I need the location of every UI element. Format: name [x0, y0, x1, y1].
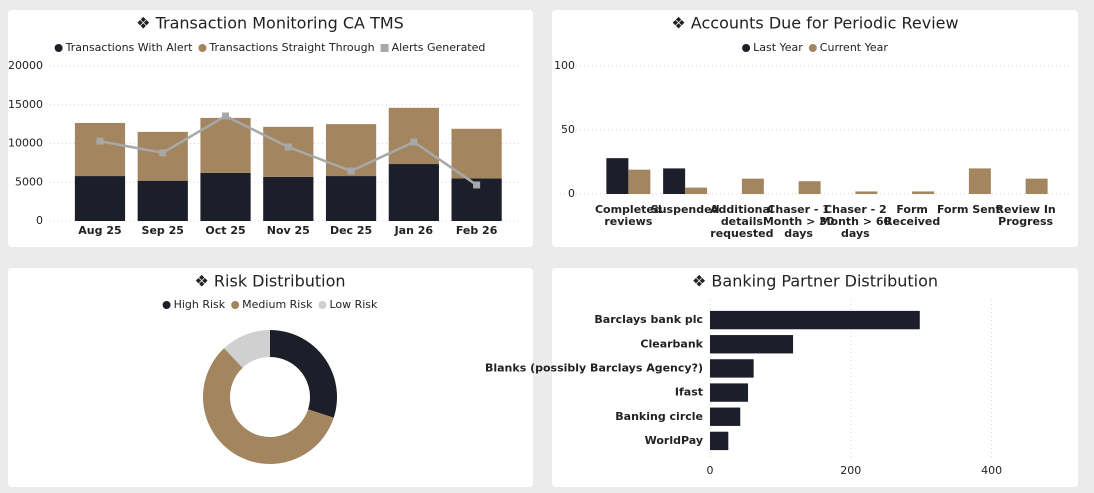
chart-title: ❖ Banking Partner Distribution [692, 272, 938, 291]
bar [710, 431, 729, 451]
line-marker [284, 143, 292, 151]
bar [798, 181, 821, 194]
y-tick-label: 15000 [8, 98, 43, 111]
legend-label: Alerts Generated [392, 41, 486, 54]
legend: Last Year Current Year [742, 41, 888, 54]
bar [710, 310, 920, 330]
legend-label: Medium Risk [242, 298, 313, 311]
donut-slice [203, 348, 334, 464]
y-tick-label: Ifast [675, 386, 703, 399]
x-tick-label: Form Sent [937, 203, 1001, 216]
x-tick-label: 0 [707, 464, 714, 477]
bar-segment [325, 176, 377, 221]
bar-segment [137, 180, 188, 221]
legend-label: Transactions Straight Through [208, 41, 374, 54]
x-tick-label: Chaser - 1 Month > 30 days [763, 203, 835, 240]
bar [912, 191, 935, 194]
x-tick-label: Form Received [884, 203, 940, 228]
panel [552, 268, 1078, 487]
x-tick-label: Review In Progress [996, 203, 1056, 228]
bar [855, 191, 878, 194]
y-tick-label: Banking circle [615, 410, 703, 423]
bar-segment [263, 126, 314, 177]
bar-segment [451, 128, 502, 179]
bar [741, 178, 764, 194]
legend: Transactions With Alert Transactions Stra… [54, 41, 486, 54]
y-tick-label: 20000 [8, 59, 43, 72]
legend-label: Transactions With Alert [65, 41, 193, 54]
bar-segment [388, 107, 439, 165]
legend-label: Last Year [753, 41, 803, 54]
legend-swatch [198, 44, 207, 52]
line-marker [410, 138, 418, 146]
line-marker [222, 112, 230, 120]
x-tick-label: Completed reviews [595, 203, 662, 228]
line-marker [96, 137, 104, 145]
legend: High Risk Medium Risk Low Risk [162, 298, 378, 311]
legend-label: Current Year [820, 41, 889, 54]
x-tick-label: Dec 25 [330, 224, 372, 237]
y-tick-label: 10000 [8, 137, 43, 150]
donut-slice [224, 330, 270, 368]
line-marker [159, 149, 167, 157]
chart-title: ❖ Accounts Due for Periodic Review [671, 14, 958, 33]
y-tick-label: Blanks (possibly Barclays Agency?) [485, 361, 703, 374]
line-marker [347, 167, 355, 175]
bar [710, 383, 749, 402]
x-tick-label: Feb 26 [456, 224, 498, 237]
x-tick-label: Aug 25 [78, 224, 121, 237]
legend-swatch [162, 301, 171, 309]
panel [8, 268, 533, 487]
legend-label: Low Risk [329, 298, 378, 311]
bar [685, 187, 708, 194]
y-tick-label: 0 [36, 214, 43, 227]
y-tick-label: Barclays bank plc [594, 313, 703, 326]
x-tick-label: Sep 25 [142, 224, 184, 237]
bar-segment [263, 176, 314, 221]
y-tick-label: Clearbank [640, 337, 703, 350]
legend-swatch [54, 44, 63, 52]
chart-title: ❖ Risk Distribution [194, 272, 345, 291]
bar [710, 407, 741, 426]
bar-segment [200, 172, 251, 221]
x-tick-label: Jan 26 [394, 224, 434, 237]
bar [710, 359, 754, 378]
x-tick-label: Suspended [651, 203, 720, 216]
x-tick-label: Additional details requested [710, 203, 774, 240]
legend-swatch [380, 44, 389, 52]
y-tick-label: 5000 [15, 175, 43, 188]
x-tick-label: Oct 25 [205, 224, 245, 237]
legend-swatch [808, 44, 817, 52]
legend-swatch [742, 44, 751, 52]
legend-swatch [231, 301, 240, 309]
bar [606, 158, 629, 194]
bar [710, 335, 794, 354]
bar [1025, 178, 1048, 194]
legend-label: High Risk [174, 298, 226, 311]
x-tick-label: 200 [840, 464, 861, 477]
x-tick-label: Nov 25 [267, 224, 310, 237]
y-tick-label: 0 [568, 187, 575, 200]
legend-swatch [318, 301, 327, 309]
chart-title: ❖ Transaction Monitoring CA TMS [136, 14, 404, 33]
line-marker [473, 181, 481, 189]
bar-segment [388, 164, 439, 221]
donut-slice [270, 330, 337, 418]
bar-segment [325, 124, 377, 177]
y-tick-label: WorldPay [645, 434, 703, 447]
bar-segment [74, 176, 126, 221]
x-tick-label: 400 [981, 464, 1002, 477]
bar-segment [74, 122, 126, 177]
x-tick-label: Chaser - 2 Month > 60 days [820, 203, 892, 240]
bar [663, 168, 686, 194]
bar [968, 168, 991, 194]
bar [628, 169, 651, 194]
